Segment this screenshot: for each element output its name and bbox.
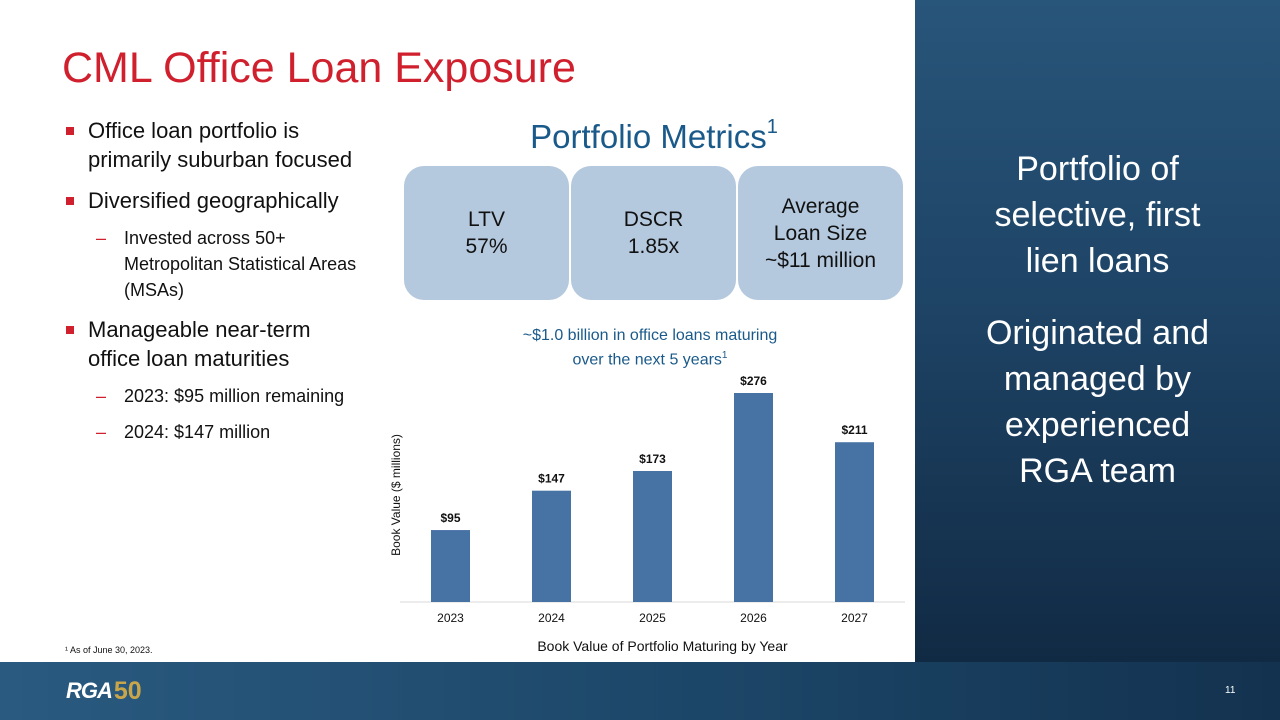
bullet-marker-icon [66,197,74,205]
bar-2024 [532,490,571,602]
metric-label: Average [781,194,860,218]
logo-text: RGA [66,678,113,703]
bullet-marker-icon [66,127,74,135]
data-label-2023: $95 [440,511,460,525]
bar-2025 [633,470,672,602]
x-tick-label: 2024 [538,611,565,625]
bar-2027 [835,442,874,602]
x-tick-label: 2027 [841,611,868,625]
data-label-2025: $173 [639,452,666,466]
footnote-marker: 1 [766,116,778,138]
x-tick-label: 2023 [437,611,464,625]
metric-value: 57% [465,235,508,258]
side-panel: Portfolio of selective, first lien loans… [915,0,1280,662]
side-text-line: selective, first [994,196,1201,234]
portfolio-metrics-title: Portfolio Metrics1 [404,116,904,156]
y-axis-label: Book Value ($ millions) [389,434,403,556]
side-text-line: lien loans [1025,242,1170,280]
metric-box-dscr: DSCR 1.85x [571,166,736,300]
dash-icon: – [96,228,107,248]
chart-subtitle-line1: ~$1.0 billion in office loans maturing [522,327,778,344]
portfolio-metrics-title-text: Portfolio Metrics [530,118,767,155]
data-label-2026: $276 [740,374,767,388]
logo-50-mark: 50 [113,676,142,705]
bullet-marker-icon [66,326,74,334]
slide-title: CML Office Loan Exposure [62,44,576,92]
chart-subtitle-line2-text: over the next 5 years [572,351,722,369]
side-text-2: Originated and managed by experienced RG… [915,310,1280,494]
slide-main: CML Office Loan Exposure Office loan por… [62,44,905,655]
footer-bar: RGA 50 11 [0,662,1280,720]
bullet-text: Diversified geographically [88,188,339,213]
data-label-2024: $147 [538,472,565,486]
chart-subtitle-line2: over the next 5 years1 [470,346,830,370]
bullet-list: Office loan portfolio is primarily subur… [62,116,362,457]
x-tick-label: 2026 [740,611,767,625]
sub-bullet-item: – 2023: $95 million remaining [62,383,362,409]
side-text-line: Portfolio of [1016,150,1179,188]
bullet-text: Office loan portfolio is primarily subur… [88,118,353,172]
sub-bullet-item: – Invested across 50+ Metropolitan Stati… [62,225,362,303]
metric-box-loan-size: Average Loan Size ~$11 million [738,166,903,300]
metric-value: 1.85x [627,235,680,258]
sub-bullet-text: 2023: $95 million remaining [124,386,345,406]
x-tick-label: 2025 [639,611,666,625]
metric-label: LTV [468,208,505,231]
maturity-bar-chart: $95 2023 $147 2024 $173 2025 $276 2026 $211 2027 B… [389,374,905,654]
sub-bullet-text: 2024: $147 million [124,422,271,442]
sub-bullet-item: – 2024: $147 million [62,419,362,445]
data-label-2027: $211 [841,423,867,437]
metric-box-ltv: LTV 57% [404,166,569,300]
side-text-line: experienced [1004,406,1191,444]
side-text-line: RGA team [1019,452,1176,490]
bullet-item: Diversified geographically [62,186,362,215]
x-axis-label: Book Value of Portfolio Maturing by Year [537,638,788,654]
metric-label: DSCR [623,208,684,231]
side-text-line: managed by [1003,360,1192,398]
bullet-item: Office loan portfolio is primarily subur… [62,116,362,174]
page-number: 11 [1225,685,1236,696]
bar-2026 [734,393,773,602]
dash-icon: – [96,422,107,442]
bar-2023 [431,530,470,602]
chart-subtitle: ~$1.0 billion in office loans maturing o… [470,326,830,370]
metric-value: ~$11 million [764,248,877,272]
sub-bullet-text: Invested across 50+ Metropolitan Statist… [124,228,357,300]
bullet-text: Manageable near-term office loan maturit… [88,317,311,371]
footnote-marker: 1 [721,350,728,361]
bullet-item: Manageable near-term office loan maturit… [62,315,362,373]
metric-label: Loan Size [773,221,868,245]
side-text-1: Portfolio of selective, first lien loans [915,146,1280,284]
footnote: ¹ As of June 30, 2023. [65,645,153,655]
dash-icon: – [96,386,107,406]
side-text-line: Originated and [985,314,1210,352]
rga-logo: RGA 50 [66,677,142,705]
